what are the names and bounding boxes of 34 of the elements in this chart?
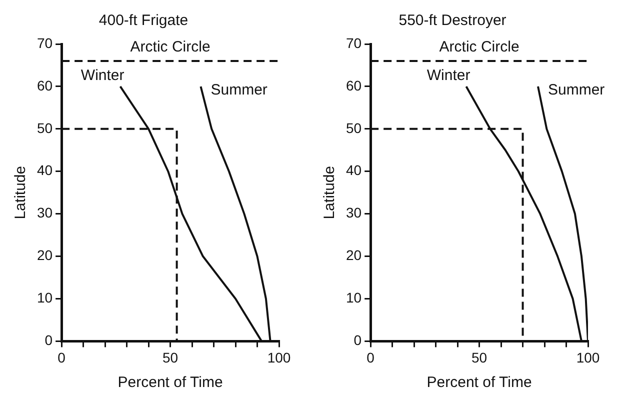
x-tick-label: 50 [162,349,178,366]
x-tick-label: 0 [58,349,66,366]
y-tick-label: 60 [36,77,53,94]
y-tick-label: 30 [36,204,53,221]
chart-title: 400-ft Frigate [98,12,188,30]
x-tick-label: 100 [267,349,291,366]
y-tick-label: 10 [36,290,53,306]
x-tick-label: 0 [366,349,375,366]
y-tick-label: 50 [346,120,362,136]
y-tick-label: 20 [346,247,362,264]
series-label: Winter [426,67,470,84]
y-tick-label: 70 [36,34,53,51]
y-tick-label: 50 [36,120,53,136]
y-tick-label: 20 [36,247,53,264]
y-axis-title: Latitude [12,166,30,220]
series-label: Winter [80,67,124,84]
y-tick-label: 40 [346,162,362,178]
series-label: Summer [210,82,268,99]
y-tick-label: 10 [346,290,362,306]
ref-line-label: Arctic Circle [130,38,210,56]
x-axis-title: Percent of Time [426,374,532,392]
y-tick-label: 0 [44,332,53,348]
x-tick-label: 100 [576,349,600,366]
y-axis-title: Latitude [321,166,338,220]
x-tick-label: 50 [471,349,488,366]
y-tick-label: 30 [346,204,362,221]
x-axis-title: Percent of Time [118,374,223,392]
y-tick-label: 40 [36,162,53,178]
y-tick-label: 70 [346,34,362,51]
chart-title: 550-ft Destroyer [398,12,506,30]
y-tick-label: 0 [354,332,362,348]
series-label: Summer [548,82,605,99]
y-tick-label: 60 [346,77,362,94]
ref-line-label: Arctic Circle [439,38,520,56]
